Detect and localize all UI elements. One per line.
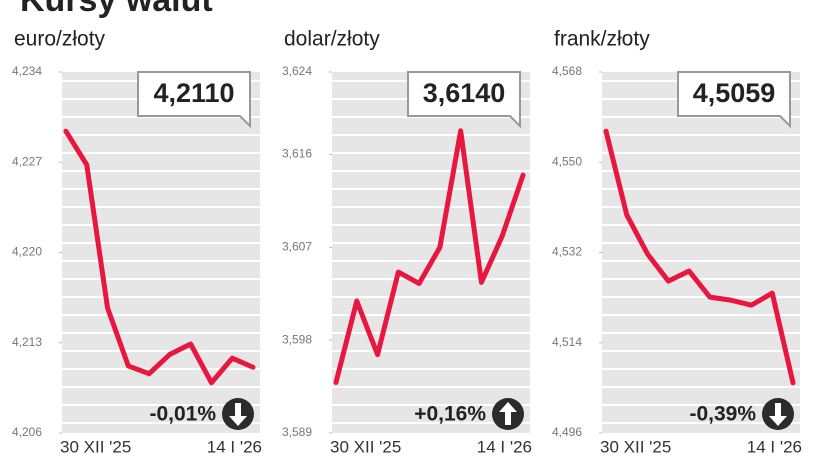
value-box	[677, 71, 791, 129]
chart-title: dolar/złoty	[284, 28, 380, 51]
x-tick-label: 14 I '26	[477, 437, 532, 456]
series-line	[63, 128, 256, 386]
value-box	[137, 71, 251, 129]
x-tick-label: 14 I '26	[207, 437, 262, 456]
y-tick-label: 3,598	[282, 332, 312, 346]
x-tick-label: 30 XII '25	[60, 437, 131, 456]
plot-background	[62, 72, 260, 433]
y-tick-label: 4,227	[12, 154, 42, 168]
change-label: -0,01%	[149, 403, 216, 426]
plot-background	[602, 72, 800, 433]
y-tick-label: 3,607	[282, 240, 312, 254]
y-tick-label: 4,568	[552, 64, 582, 78]
x-tick-label: 30 XII '25	[600, 437, 671, 456]
last-value: 3,6140	[423, 78, 506, 108]
direction-arrow	[229, 403, 247, 426]
y-tick-label: 3,589	[282, 425, 312, 439]
change-label: +0,16%	[414, 403, 486, 426]
direction-arrow	[499, 402, 517, 425]
value-box	[407, 71, 521, 129]
y-tick-label: 3,616	[282, 147, 312, 161]
y-tick-label: 4,532	[552, 245, 582, 259]
y-tick-label: 4,514	[552, 335, 582, 349]
x-tick-label: 30 XII '25	[330, 437, 401, 456]
direction-arrow	[769, 403, 787, 426]
plot-background	[332, 72, 530, 433]
page-title: Kursy walut	[20, 0, 213, 19]
y-tick-label: 3,624	[282, 64, 312, 78]
x-tick-label: 14 I '26	[747, 437, 802, 456]
y-tick-label: 4,550	[552, 154, 582, 168]
series-line	[603, 128, 796, 386]
chart-title: frank/złoty	[554, 28, 650, 51]
y-tick-label: 4,496	[552, 425, 582, 439]
series-line	[333, 128, 526, 385]
y-tick-label: 4,220	[12, 245, 42, 259]
change-label: -0,39%	[689, 403, 756, 426]
y-tick-label: 4,213	[12, 335, 42, 349]
last-value: 4,2110	[153, 78, 234, 108]
y-tick-label: 4,234	[12, 64, 42, 78]
y-tick-label: 4,206	[12, 425, 42, 439]
last-value: 4,5059	[693, 78, 776, 108]
chart-title: euro/złoty	[14, 28, 106, 51]
